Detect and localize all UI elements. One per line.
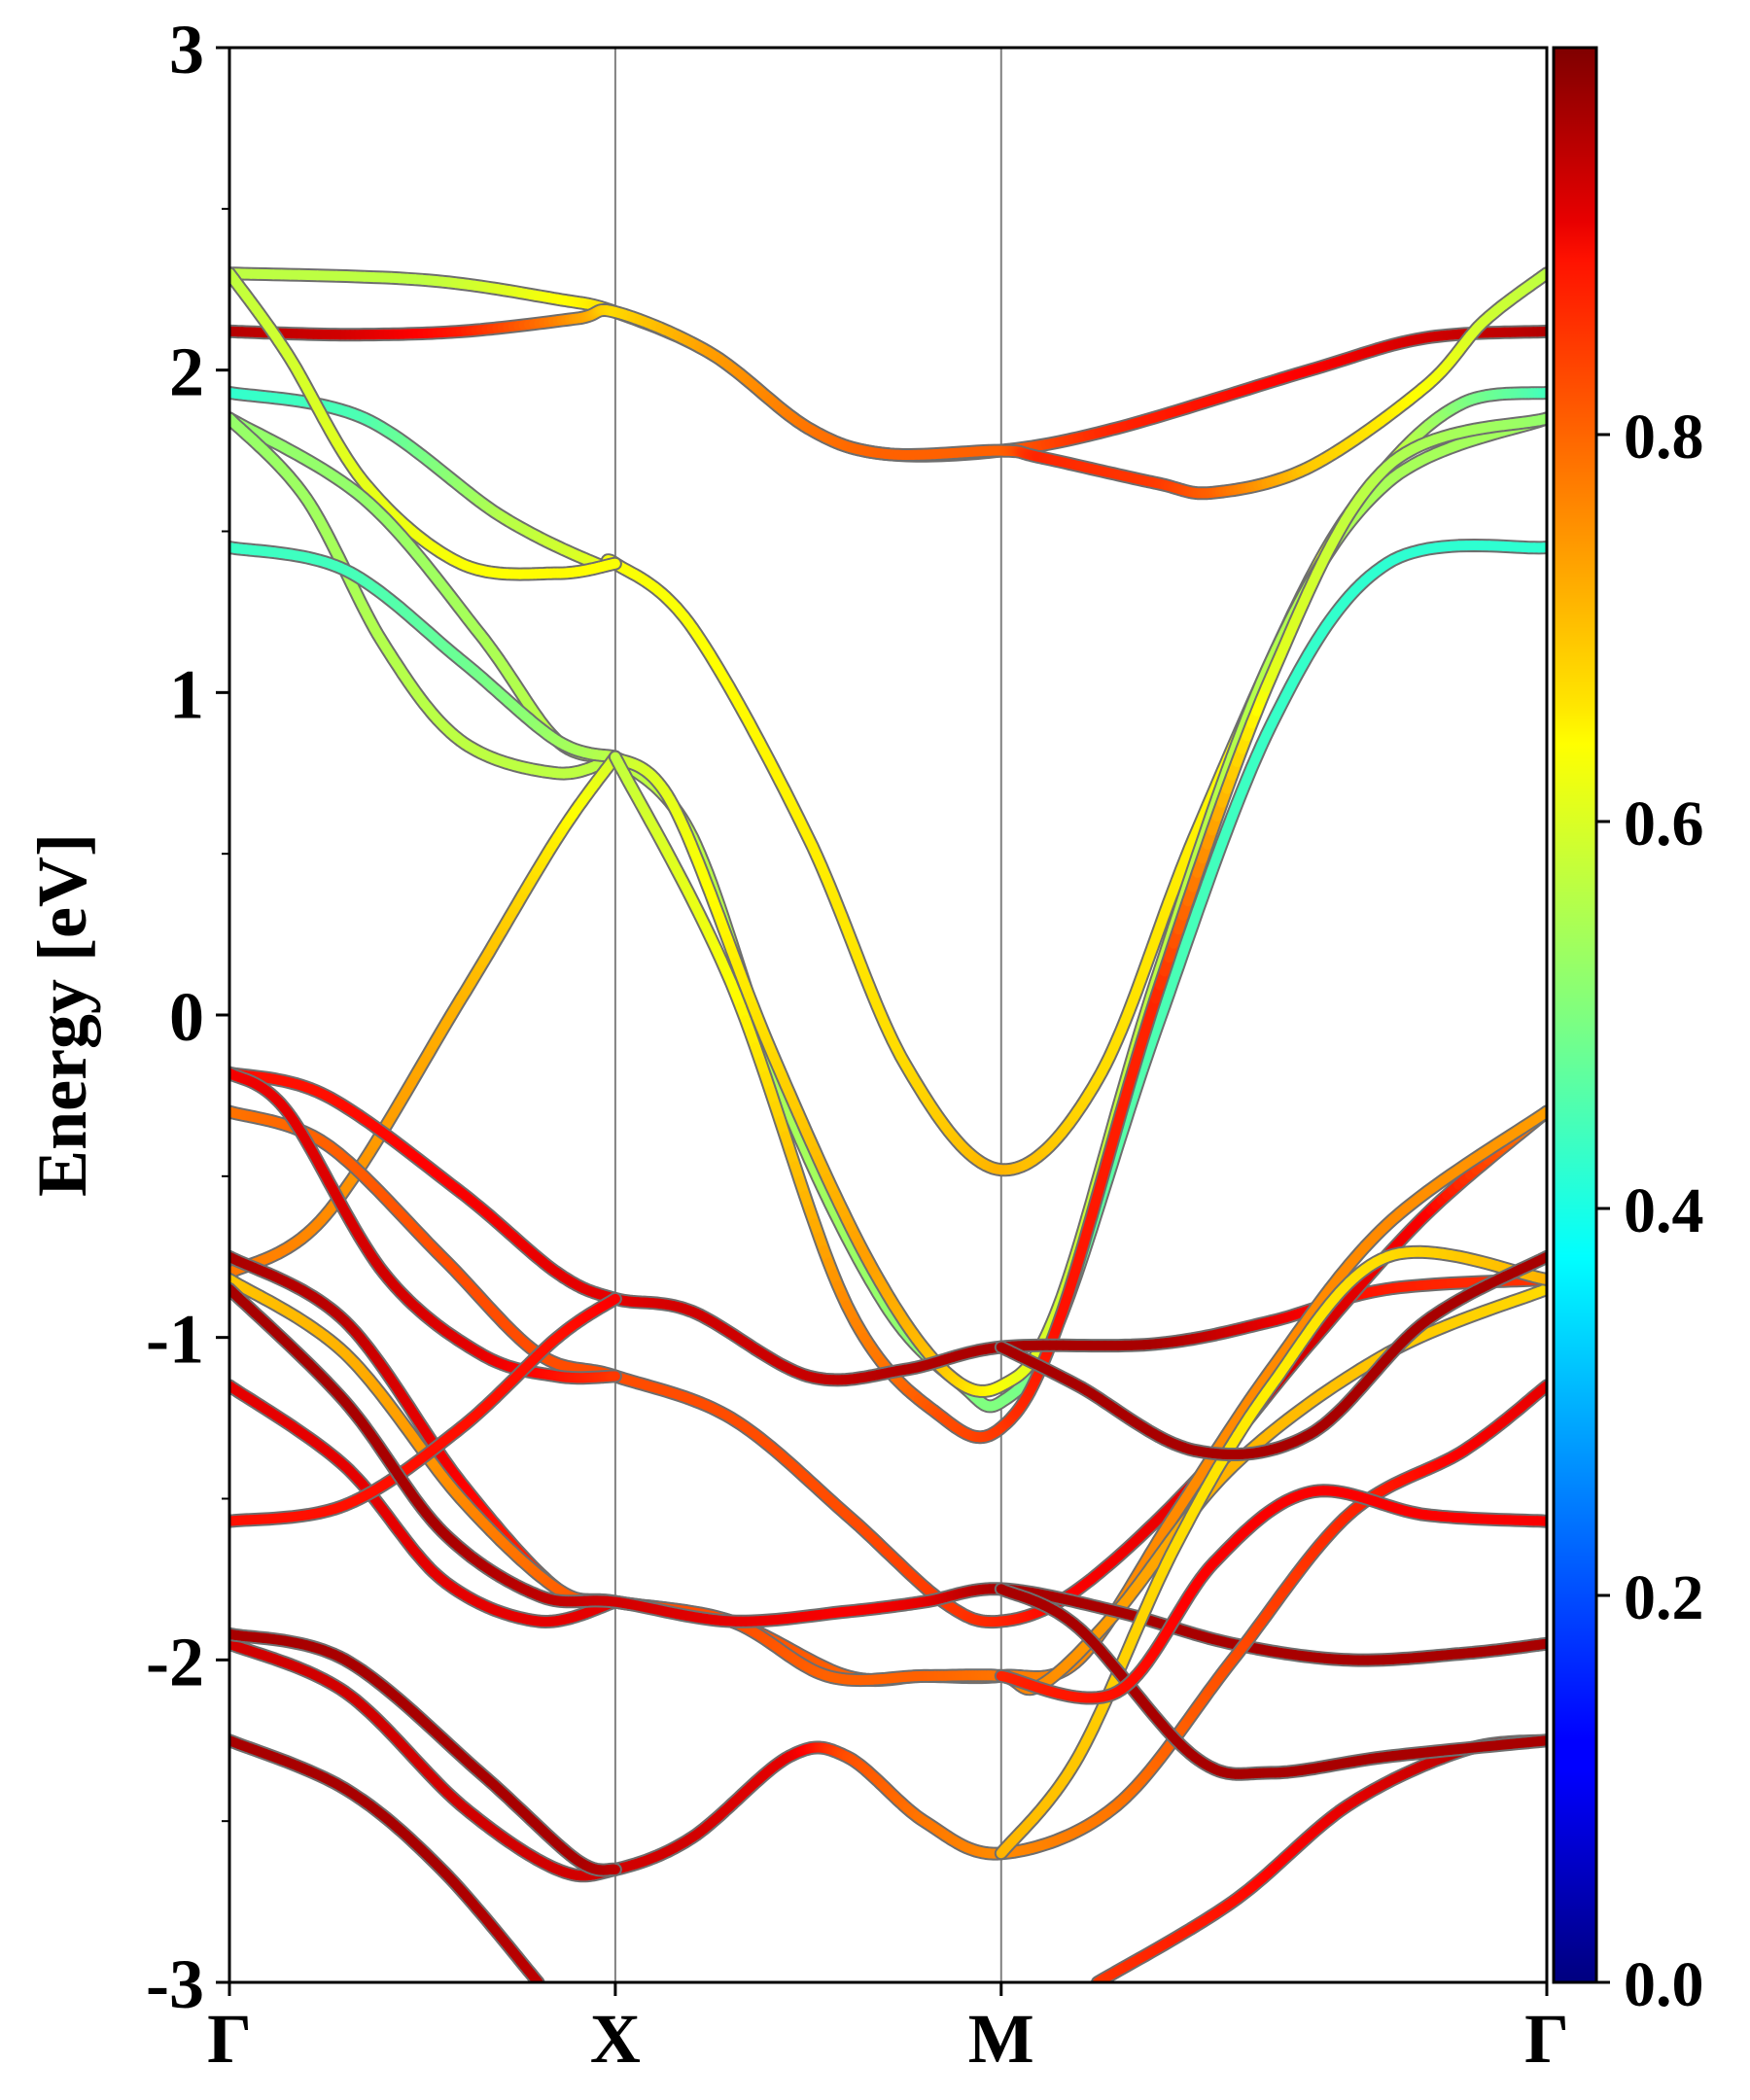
band-lines	[229, 266, 1547, 1982]
band-22	[229, 1733, 545, 1982]
band-25	[994, 1582, 1547, 1781]
band-26	[994, 1249, 1547, 1461]
band-4	[229, 266, 622, 581]
band-14	[229, 1066, 622, 1385]
band-18	[229, 1291, 622, 1528]
band-24	[994, 1244, 1547, 1861]
band-19	[229, 1281, 1547, 1667]
band-segment	[609, 1293, 620, 1305]
band-21	[229, 1627, 622, 1877]
band-2	[229, 266, 1547, 501]
